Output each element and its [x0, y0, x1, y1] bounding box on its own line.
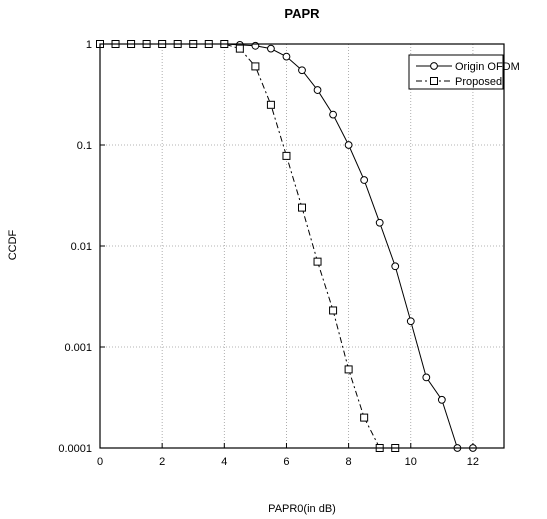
data-point-proposed [329, 306, 338, 315]
data-point-origin-ofdm [422, 373, 431, 382]
data-point-proposed [344, 365, 353, 374]
legend-label-proposed: Proposed [455, 76, 502, 88]
legend-label-origin-ofdm: Origin OFDM [455, 61, 520, 73]
data-point-proposed [360, 413, 369, 422]
legend-box [408, 54, 504, 90]
data-point-proposed [282, 151, 291, 160]
data-point-origin-ofdm [375, 218, 384, 227]
legend-marker-proposed [430, 77, 438, 85]
data-point-proposed [298, 203, 306, 212]
data-point-origin-ofdm [406, 317, 415, 326]
x-tick-label: 12 [467, 456, 479, 468]
tick-layer: 0 2 4 6 8 10 12 1 0.1 0.01 0.001 0.0001 [58, 39, 479, 468]
grid-layer [99, 43, 504, 449]
data-point-origin-ofdm [391, 262, 400, 271]
x-tick-label: 0 [97, 456, 103, 468]
y-tick-label: 1 [86, 39, 92, 51]
series-line-proposed [100, 43, 396, 449]
legend-marker-origin-ofdm [430, 62, 438, 70]
x-tick-label: 10 [405, 456, 417, 468]
x-axis-label: PAPR0(in dB) [268, 503, 336, 515]
data-point-proposed [251, 62, 260, 71]
plot-frame [99, 43, 505, 449]
data-point-origin-ofdm [298, 66, 306, 75]
data-point-origin-ofdm [267, 44, 275, 53]
data-point-proposed [313, 257, 322, 266]
data-point-proposed [266, 100, 275, 109]
y-tick-label: 0.0001 [58, 443, 92, 455]
x-tick-label: 6 [283, 456, 289, 468]
data-point-origin-ofdm [329, 110, 337, 119]
x-tick-label: 4 [221, 456, 227, 468]
data-point-origin-ofdm [313, 86, 322, 94]
legend: Origin OFDM Proposed [408, 54, 520, 90]
y-tick-label: 0.001 [64, 342, 92, 354]
data-point-origin-ofdm [344, 141, 353, 149]
data-point-proposed [235, 44, 244, 53]
x-tick-label: 8 [346, 456, 352, 468]
chart-title: PAPR [284, 6, 320, 21]
data-point-origin-ofdm [282, 52, 291, 61]
y-tick-label: 0.1 [77, 140, 92, 152]
x-tick-label: 2 [159, 456, 165, 468]
data-point-origin-ofdm [360, 176, 369, 184]
data-point-origin-ofdm [437, 395, 446, 404]
y-axis-label: CCDF [7, 229, 19, 260]
y-tick-label: 0.01 [71, 241, 92, 253]
